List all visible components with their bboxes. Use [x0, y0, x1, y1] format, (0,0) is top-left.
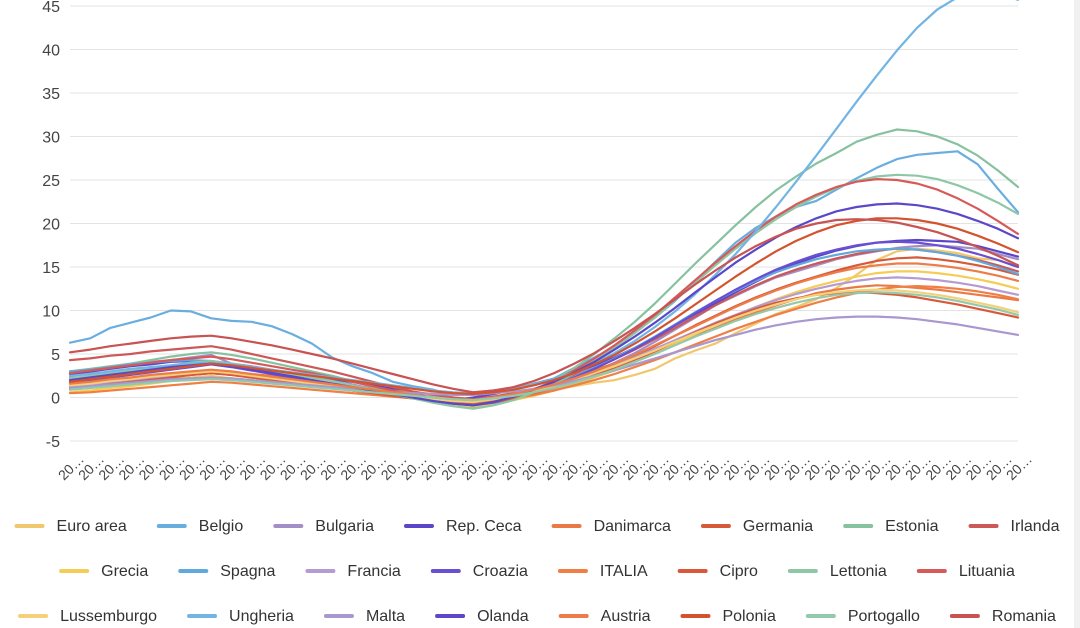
legend-label: Romania [992, 608, 1056, 625]
series-line-polonia [68, 217, 1020, 396]
legend-swatch [805, 614, 836, 618]
legend-item-francia[interactable]: Francia [305, 563, 401, 580]
legend-swatch [843, 524, 874, 528]
legend-swatch [557, 569, 588, 573]
legend-label: Danimarca [594, 518, 671, 535]
legend-swatch [18, 614, 49, 618]
legend-item-irlanda[interactable]: Irlanda [968, 518, 1060, 535]
legend-label: Bulgaria [315, 518, 374, 535]
legend-label: Lituania [959, 563, 1015, 580]
y-tick-label: 30 [42, 130, 60, 147]
y-tick-label: 35 [42, 86, 60, 103]
legend-swatch [680, 614, 711, 618]
y-tick-label: 15 [42, 260, 60, 277]
series-line-estonia [68, 128, 1020, 409]
y-tick-label: 40 [42, 43, 60, 60]
legend-item-portogallo[interactable]: Portogallo [805, 608, 920, 625]
series-line-ungheria [68, 0, 1020, 395]
legend-item-rep-ceca[interactable]: Rep. Ceca [403, 518, 522, 535]
legend-swatch [305, 569, 336, 573]
legend-item-euro-area[interactable]: Euro area [14, 518, 127, 535]
legend-swatch [558, 614, 589, 618]
legend-swatch [59, 569, 90, 573]
legend-item-croazia[interactable]: Croazia [430, 563, 528, 580]
legend-item-olanda[interactable]: Olanda [435, 608, 529, 625]
legend-swatch [551, 524, 582, 528]
legend-label: Austria [601, 608, 651, 625]
legend-label: Spagna [220, 563, 275, 580]
legend-swatch [273, 524, 304, 528]
legend-item-lettonia[interactable]: Lettonia [787, 563, 887, 580]
legend-label: Ungheria [229, 608, 294, 625]
legend-label: Lussemburgo [60, 608, 157, 625]
legend-item-italia[interactable]: ITALIA [557, 563, 648, 580]
series-line-romania [68, 218, 1020, 394]
y-tick-label: 45 [42, 0, 60, 16]
legend-item-ungheria[interactable]: Ungheria [187, 608, 294, 625]
legend-swatch [323, 614, 354, 618]
legend-swatch [156, 524, 187, 528]
legend-swatch [403, 524, 434, 528]
legend-item-polonia[interactable]: Polonia [680, 608, 776, 625]
series-line-lussemburgo [68, 288, 1020, 403]
legend-item-grecia[interactable]: Grecia [59, 563, 148, 580]
legend-item-malta[interactable]: Malta [323, 608, 405, 625]
legend-item-estonia[interactable]: Estonia [843, 518, 939, 535]
y-axis-tick-labels: -5 0 5 10 15 20 25 30 35 40 45 [42, 0, 60, 451]
legend-label: Malta [366, 608, 405, 625]
legend-label: Portogallo [848, 608, 920, 625]
legend-item-danimarca[interactable]: Danimarca [551, 518, 671, 535]
series-line-austria [68, 262, 1020, 402]
legend-item-cipro[interactable]: Cipro [677, 563, 758, 580]
legend[interactable]: Euro area Belgio Bulgaria Rep. Ceca Danimarc… [14, 518, 1060, 625]
y-tick-label: 25 [42, 173, 60, 190]
y-tick-label: -5 [46, 434, 60, 451]
legend-swatch [178, 569, 209, 573]
legend-swatch [14, 524, 45, 528]
legend-label: Croazia [473, 563, 528, 580]
legend-swatch [787, 569, 818, 573]
legend-label: Olanda [477, 608, 529, 625]
legend-swatch [916, 569, 947, 573]
legend-label: ITALIA [600, 563, 648, 580]
legend-label: Irlanda [1011, 518, 1060, 535]
legend-swatch [677, 569, 708, 573]
legend-label: Rep. Ceca [446, 518, 522, 535]
series-line-portogallo [68, 291, 1020, 402]
legend-item-lituania[interactable]: Lituania [916, 563, 1015, 580]
legend-swatch [187, 614, 218, 618]
legend-item-austria[interactable]: Austria [558, 608, 651, 625]
series-lines [68, 0, 1020, 410]
legend-label: Polonia [722, 608, 775, 625]
y-tick-label: 20 [42, 217, 60, 234]
legend-label: Belgio [199, 518, 244, 535]
legend-item-germania[interactable]: Germania [700, 518, 813, 535]
y-tick-label: 0 [51, 391, 60, 408]
legend-swatch [700, 524, 731, 528]
right-edge-scroll-shadow [1074, 0, 1080, 628]
legend-item-lussemburgo[interactable]: Lussemburgo [18, 608, 157, 625]
x-axis-tick-labels: 20…20…20…20…20…20…20…20…20…20…20…20…20…2… [55, 451, 1035, 483]
legend-label: Germania [743, 518, 813, 535]
legend-item-spagna[interactable]: Spagna [178, 563, 276, 580]
y-tick-label: 5 [51, 347, 60, 364]
y-tick-label: 10 [42, 304, 60, 321]
legend-swatch [968, 524, 999, 528]
legend-label: Estonia [885, 518, 938, 535]
legend-swatch [949, 614, 980, 618]
legend-label: Euro area [57, 518, 127, 535]
legend-item-romania[interactable]: Romania [949, 608, 1056, 625]
legend-item-bulgaria[interactable]: Bulgaria [273, 518, 374, 535]
legend-swatch [435, 614, 466, 618]
legend-swatch [430, 569, 461, 573]
legend-label: Francia [347, 563, 400, 580]
legend-item-belgio[interactable]: Belgio [156, 518, 244, 535]
legend-label: Lettonia [830, 563, 887, 580]
legend-label: Cipro [720, 563, 758, 580]
legend-label: Grecia [101, 563, 148, 580]
